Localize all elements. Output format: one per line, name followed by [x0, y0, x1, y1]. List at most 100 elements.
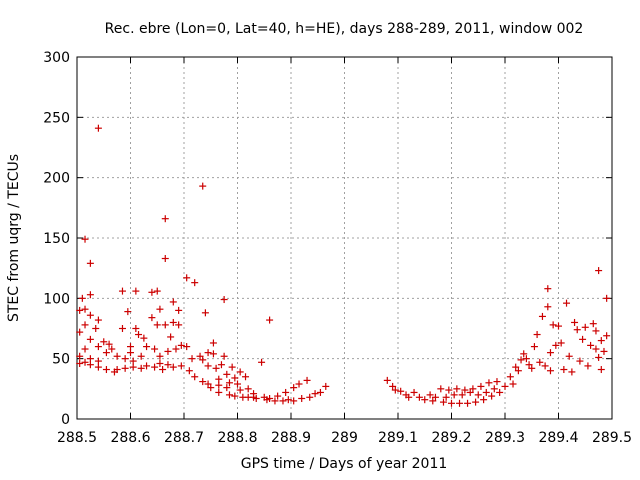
data-point: [236, 386, 244, 394]
data-point: [207, 384, 215, 392]
data-point: [295, 380, 303, 388]
data-point: [199, 182, 207, 190]
data-point: [209, 339, 217, 347]
data-point: [603, 332, 611, 340]
data-point: [199, 356, 207, 364]
data-point: [306, 393, 314, 401]
data-point: [143, 362, 151, 370]
data-point: [172, 345, 180, 353]
data-point: [579, 335, 587, 343]
x-tick-label: 288.6: [110, 430, 150, 446]
data-point: [175, 321, 183, 329]
data-point: [597, 366, 605, 374]
data-point: [592, 327, 600, 335]
data-point: [86, 311, 94, 319]
data-point: [509, 380, 517, 388]
data-point: [258, 358, 266, 366]
data-point: [177, 341, 185, 349]
data-point: [215, 388, 223, 396]
data-point: [94, 363, 102, 371]
data-point: [514, 367, 522, 375]
data-point: [159, 366, 167, 374]
data-point: [129, 363, 137, 371]
data-point: [86, 335, 94, 343]
data-point: [196, 352, 204, 360]
data-point: [177, 362, 185, 370]
data-point: [127, 343, 134, 351]
data-point: [458, 391, 466, 399]
data-point: [102, 349, 110, 357]
data-points: [76, 124, 611, 407]
x-tick-label: 289.2: [431, 430, 471, 446]
data-point: [480, 396, 488, 404]
data-point: [118, 325, 126, 332]
data-point: [201, 309, 209, 317]
data-point: [81, 321, 89, 329]
data-point: [576, 357, 584, 365]
data-point: [137, 364, 145, 372]
data-point: [105, 340, 113, 348]
data-point: [282, 388, 290, 396]
y-tick-label: 50: [52, 352, 70, 368]
data-point: [453, 385, 461, 393]
data-point: [113, 366, 121, 374]
data-point: [86, 291, 94, 299]
y-tick-label: 150: [43, 231, 70, 247]
data-point: [151, 345, 159, 353]
data-point: [421, 396, 429, 404]
data-point: [228, 363, 236, 371]
data-point: [169, 298, 177, 306]
data-point: [102, 366, 110, 374]
data-point: [603, 294, 611, 302]
data-point: [156, 359, 164, 367]
data-point: [522, 355, 530, 363]
data-point: [490, 385, 498, 393]
data-point: [546, 367, 554, 375]
data-point: [175, 306, 183, 314]
data-point: [271, 397, 279, 405]
data-point: [595, 353, 603, 361]
data-point: [581, 323, 589, 331]
data-point: [482, 388, 490, 396]
data-point: [225, 379, 233, 387]
data-point: [204, 380, 212, 388]
data-point: [215, 381, 223, 389]
data-point: [212, 364, 220, 372]
data-point: [108, 345, 116, 353]
data-point: [156, 352, 164, 360]
data-point: [266, 394, 274, 402]
data-point: [563, 299, 571, 307]
y-tick-label: 250: [43, 110, 70, 126]
data-point: [290, 397, 298, 405]
data-point: [597, 337, 605, 345]
data-point: [81, 358, 89, 366]
data-point: [544, 285, 552, 293]
data-point: [94, 343, 102, 351]
data-point: [279, 397, 287, 405]
data-point: [204, 349, 212, 357]
data-point: [600, 347, 608, 355]
data-point: [140, 334, 148, 342]
data-point: [442, 393, 450, 401]
data-point: [298, 394, 306, 402]
data-point: [437, 385, 445, 393]
data-point: [156, 305, 164, 313]
data-point: [153, 321, 161, 329]
data-point: [191, 279, 199, 287]
data-point: [81, 305, 89, 313]
data-point: [191, 373, 199, 381]
data-point: [461, 386, 469, 394]
data-point: [506, 373, 514, 381]
data-point: [86, 361, 94, 369]
data-point: [153, 287, 161, 295]
data-point: [148, 314, 156, 322]
data-point: [501, 382, 509, 390]
data-point: [517, 356, 525, 364]
data-point: [94, 357, 102, 365]
y-axis-label: STEC from uqrg / TECUs: [6, 154, 22, 322]
data-point: [81, 235, 89, 243]
data-point: [118, 287, 126, 295]
data-point: [555, 322, 562, 330]
data-point: [92, 325, 100, 332]
